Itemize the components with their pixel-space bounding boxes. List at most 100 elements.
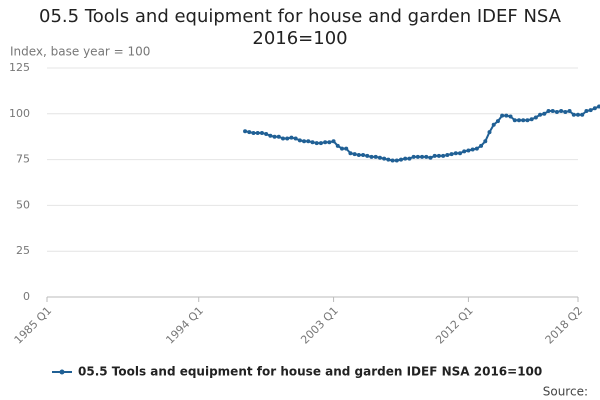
point (323, 140, 328, 145)
point (403, 156, 408, 161)
y-tick-label: 125 (9, 61, 30, 74)
point (369, 154, 374, 159)
point (479, 143, 484, 148)
point (306, 139, 311, 144)
point (563, 109, 568, 114)
y-tick-label: 25 (16, 244, 30, 257)
point (487, 130, 492, 135)
point (302, 139, 307, 144)
point (588, 108, 593, 113)
point (538, 112, 543, 117)
x-tick-label: 2003 Q1 (298, 304, 341, 347)
point (420, 154, 425, 159)
point (559, 109, 564, 114)
point (474, 146, 479, 151)
point (331, 139, 336, 144)
point (424, 154, 429, 159)
point (243, 129, 248, 134)
point (584, 109, 589, 114)
point (567, 109, 572, 114)
point (597, 104, 600, 109)
point (517, 118, 521, 123)
point (407, 156, 412, 161)
point (352, 152, 357, 157)
point (500, 113, 505, 118)
point (259, 131, 264, 136)
point (411, 154, 416, 159)
point (495, 119, 500, 124)
point (348, 151, 353, 156)
point (512, 118, 517, 123)
x-tick-label: 1985 Q1 (12, 304, 55, 347)
point (462, 149, 467, 154)
point (386, 157, 391, 162)
point (344, 146, 349, 151)
point (508, 114, 513, 119)
point (546, 109, 551, 114)
point (521, 118, 526, 123)
y-tick-label: 100 (9, 107, 30, 120)
point (491, 122, 496, 127)
point (310, 140, 315, 145)
point (458, 151, 462, 156)
point (327, 140, 332, 145)
point (361, 153, 366, 158)
y-axis-label: Index, base year = 100 (10, 45, 150, 59)
point (399, 157, 403, 162)
point (293, 136, 298, 141)
point (525, 118, 530, 123)
legend-label: 05.5 Tools and equipment for house and g… (78, 365, 542, 379)
point (394, 158, 399, 163)
point (580, 112, 585, 117)
point (276, 134, 281, 139)
point (373, 154, 378, 159)
point (251, 131, 256, 136)
point (247, 130, 252, 135)
y-tick-label: 0 (23, 290, 30, 303)
series-line (244, 104, 600, 162)
point (340, 146, 344, 151)
point (285, 136, 290, 141)
point (272, 134, 277, 139)
point (470, 147, 475, 152)
point (432, 153, 437, 158)
x-tick-label: 2018 Q2 (543, 304, 586, 347)
x-tick-label: 2012 Q1 (433, 304, 476, 347)
point (335, 143, 340, 148)
point (576, 112, 580, 117)
point (542, 111, 547, 116)
point (529, 117, 534, 122)
point (281, 136, 285, 141)
point (255, 131, 260, 136)
point (571, 112, 576, 117)
point (466, 148, 471, 153)
x-tick-label: 1994 Q1 (163, 304, 206, 347)
chart-title: 05.5 Tools and equipment for house and g… (39, 6, 561, 49)
point (554, 109, 559, 114)
y-tick-label: 50 (16, 198, 30, 211)
y-tick-label: 75 (16, 153, 30, 166)
point (377, 155, 382, 160)
point (441, 153, 446, 158)
point (297, 138, 302, 143)
point (356, 153, 361, 158)
point (314, 141, 319, 146)
point (592, 106, 597, 111)
point (436, 153, 441, 158)
source: Source: (543, 385, 588, 399)
point (264, 131, 269, 136)
point (415, 154, 420, 159)
point (318, 141, 323, 146)
point (365, 153, 370, 158)
legend-marker (59, 369, 65, 375)
point (533, 115, 538, 120)
point (428, 155, 433, 160)
point (453, 151, 458, 156)
point (289, 135, 294, 140)
point (504, 113, 509, 118)
point (382, 156, 387, 161)
point (449, 152, 454, 157)
point (268, 133, 273, 138)
